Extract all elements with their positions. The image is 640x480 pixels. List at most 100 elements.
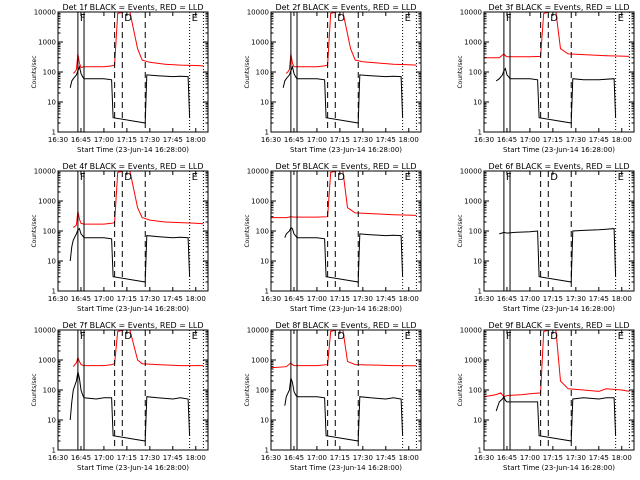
x-tick-label: 18:00 [612,136,632,144]
x-axis-label: Start Time (23-Jun-14 16:28:00) [77,146,189,154]
y-tick-label: 1000 [251,39,269,47]
y-axis-label: Counts/sec [457,214,464,247]
x-tick-label: 16:45 [284,454,304,462]
series-line-black [495,67,617,124]
x-tick-label: 17:45 [376,454,396,462]
chart-panel-9: F D E 16:30 16:45 17:00 17:15 17:30 17:45 18:00 1 1… [457,321,635,472]
y-tick-label: 10000 [247,9,269,17]
x-tick-label: 17:15 [117,454,137,462]
marker-label: E [618,13,624,24]
y-tick-label: 1000 [251,357,269,365]
chart-panel-1: F D E 16:30 16:45 17:00 17:15 17:30 17:45 18:00 1 1… [31,3,209,154]
x-tick-label: 17:30 [353,454,373,462]
x-tick-label: 17:15 [543,136,563,144]
x-tick-label: 17:30 [566,136,586,144]
x-tick-label: 16:45 [71,136,91,144]
x-tick-label: 16:30 [474,295,494,303]
x-axis-label: Start Time (23-Jun-14 16:28:00) [290,305,402,313]
marker-label: D [124,331,132,342]
marker-label: F [506,13,512,24]
y-tick-label: 100 [469,387,482,395]
y-axis-label: Counts/sec [244,55,251,88]
y-axis-label: Counts/sec [457,55,464,88]
x-tick-label: 18:00 [186,295,206,303]
y-tick-label: 1 [265,447,269,455]
y-tick-label: 1000 [38,198,56,206]
series-line-black [284,377,404,442]
y-tick-label: 1 [478,129,482,137]
chart-title: Det 1f BLACK = Events, RED = LLD [62,3,203,12]
marker-label: D [124,13,132,24]
x-tick-label: 16:30 [261,295,281,303]
x-tick-label: 17:15 [330,136,350,144]
y-tick-label: 10000 [460,327,482,335]
x-axis-label: Start Time (23-Jun-14 16:28:00) [77,305,189,313]
y-tick-label: 1000 [38,357,56,365]
series-line-black [69,371,191,442]
marker-label: D [337,331,345,342]
chart-panel-4: F D E 16:30 16:45 17:00 17:15 17:30 17:45 18:00 1 1… [31,162,209,313]
y-tick-label: 100 [43,69,56,77]
x-tick-label: 17:00 [520,136,540,144]
x-tick-label: 17:45 [163,454,183,462]
chart-title: Det 2f BLACK = Events, RED = LLD [275,3,416,12]
x-tick-label: 16:45 [71,295,91,303]
chart-panel-2: D E 16:30 16:45 17:00 17:15 17:30 17:45 18:00 1 10… [244,3,422,154]
x-tick-label: 17:30 [140,454,160,462]
x-tick-label: 16:45 [497,454,517,462]
series-line-black [499,228,617,283]
y-tick-label: 10 [260,417,269,425]
marker-label: F [506,331,512,342]
series-line-red [484,330,630,398]
y-tick-label: 10000 [247,168,269,176]
x-tick-label: 17:00 [307,136,327,144]
x-tick-label: 16:30 [474,136,494,144]
y-tick-label: 10000 [34,168,56,176]
marker-label: D [550,172,558,183]
chart-title: Det 3f BLACK = Events, RED = LLD [488,3,629,12]
y-tick-label: 100 [256,387,269,395]
x-tick-label: 16:45 [71,454,91,462]
x-tick-label: 17:45 [163,136,183,144]
marker-label: F [80,331,86,342]
plot-frame [483,170,635,292]
series-line-black [284,226,404,283]
x-tick-label: 16:45 [497,136,517,144]
y-axis-label: Counts/sec [457,373,464,406]
x-tick-label: 17:45 [376,295,396,303]
marker-label: E [192,331,198,342]
chart-title: Det 4f BLACK = Events, RED = LLD [62,162,203,171]
x-tick-label: 17:30 [353,295,373,303]
marker-label: E [405,172,411,183]
series-line-black [69,227,191,283]
x-tick-label: 17:00 [94,136,114,144]
y-tick-label: 10000 [460,9,482,17]
x-tick-label: 16:30 [48,454,68,462]
y-tick-label: 1000 [464,198,482,206]
x-tick-label: 17:15 [330,454,350,462]
y-axis-label: Counts/sec [31,373,38,406]
y-tick-label: 1 [265,288,269,296]
x-tick-label: 18:00 [399,454,419,462]
chart-panel-3: F D E 16:30 16:45 17:00 17:15 17:30 17:45 18:00 1 1… [457,3,635,154]
y-tick-label: 10 [47,99,56,107]
y-tick-label: 10000 [34,327,56,335]
chart-panel-6: F D E 16:30 16:45 17:00 17:15 17:30 17:45 18:00 1 1… [457,162,635,313]
chart-title: Det 5f BLACK = Events, RED = LLD [275,162,416,171]
series-line-black [282,64,404,124]
x-tick-label: 16:30 [48,295,68,303]
x-tick-label: 17:00 [94,454,114,462]
x-tick-label: 17:30 [353,136,373,144]
marker-label: D [124,172,132,183]
x-tick-label: 18:00 [612,454,632,462]
x-tick-label: 17:45 [589,136,609,144]
chart-panel-8: D E 16:30 16:45 17:00 17:15 17:30 17:45 18:00 1 10… [244,321,422,472]
chart-title: Det 9f BLACK = Events, RED = LLD [488,321,629,330]
y-tick-label: 10 [473,99,482,107]
x-tick-label: 17:45 [589,454,609,462]
x-tick-label: 16:45 [284,136,304,144]
x-axis-label: Start Time (23-Jun-14 16:28:00) [503,464,615,472]
chart-panel-5: D E 16:30 16:45 17:00 17:15 17:30 17:45 18:00 1 10… [244,162,422,313]
x-tick-label: 17:45 [589,295,609,303]
